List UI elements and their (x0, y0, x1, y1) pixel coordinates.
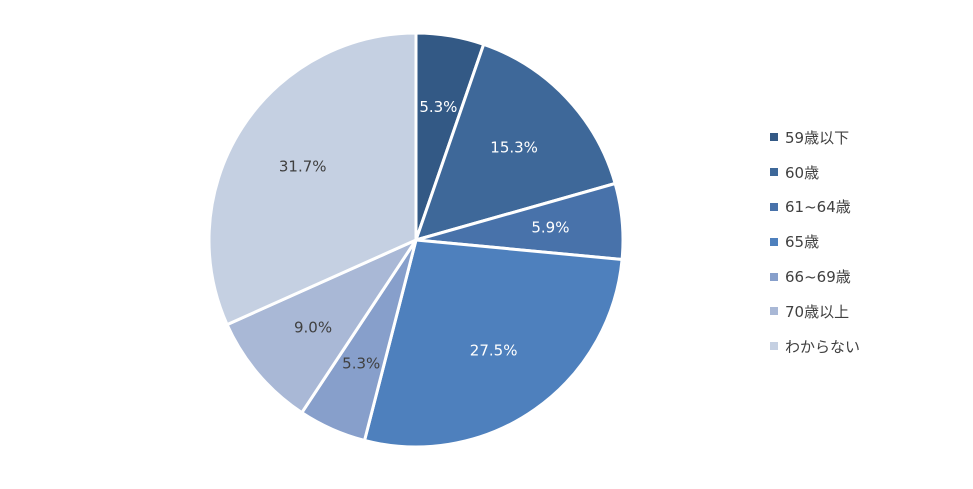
legend-swatch (770, 133, 778, 142)
legend: 59歳以下 60歳 61~64歳 65歳 66~69歳 70歳以上 わからない (770, 120, 860, 364)
legend-swatch (770, 237, 778, 246)
legend-label: 65歳 (785, 233, 820, 252)
legend-item-66-69: 66~69歳 (770, 259, 860, 294)
legend-swatch (770, 272, 778, 281)
legend-item-61-64: 61~64歳 (770, 190, 860, 225)
legend-swatch (770, 168, 778, 177)
legend-label: 60歳 (785, 163, 820, 182)
pie-slice (363, 238, 624, 449)
legend-swatch (770, 342, 778, 351)
pie-slice (207, 31, 418, 327)
pie-slice-label: 27.5% (470, 341, 518, 359)
legend-item-59-and-under: 59歳以下 (770, 120, 860, 155)
pie-slice-label: 5.9% (531, 219, 569, 237)
legend-swatch (770, 307, 778, 316)
pie-slices (207, 31, 625, 449)
pie-labels: 5.3% 15.3% 5.9% 27.5% 5.3% 9.0% 31.7% (279, 98, 570, 373)
legend-item-unknown: わからない (770, 329, 860, 364)
legend-item-70-and-over: 70歳以上 (770, 294, 860, 329)
legend-swatch (770, 202, 778, 211)
legend-label: わからない (785, 337, 861, 356)
legend-label: 66~69歳 (785, 268, 851, 287)
pie-slice-label: 15.3% (490, 138, 538, 156)
legend-label: 59歳以下 (785, 128, 850, 147)
pie-slice-label: 5.3% (419, 98, 457, 116)
pie-slice-label: 9.0% (294, 318, 332, 336)
legend-item-65: 65歳 (770, 224, 860, 259)
legend-label: 61~64歳 (785, 198, 851, 217)
pie-slice-label: 5.3% (342, 354, 380, 372)
pie-slice (414, 42, 617, 242)
legend-item-60: 60歳 (770, 155, 860, 190)
pie-slice (225, 238, 418, 415)
legend-label: 70歳以上 (785, 302, 850, 321)
pie-slice-label: 31.7% (279, 158, 327, 176)
